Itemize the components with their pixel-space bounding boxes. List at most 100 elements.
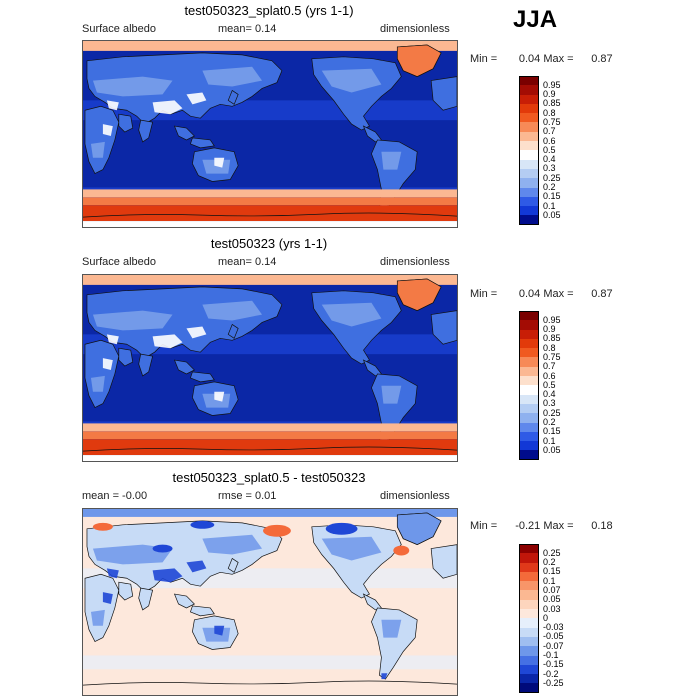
land-mass bbox=[430, 310, 457, 345]
colorbar-segment: 0.15 bbox=[519, 187, 561, 201]
panel-3-colorbar: 0.25 0.2 0.15 0.1 0.07 0.05 0.03 0 -0.03 -0.05 -0.… bbox=[519, 544, 564, 693]
colorbar-tick-label: -0.15 bbox=[543, 659, 564, 670]
map-canvas bbox=[83, 275, 457, 461]
colorbar-segment bbox=[519, 215, 561, 225]
negative-anomaly bbox=[325, 522, 358, 535]
snow-patch bbox=[102, 124, 113, 136]
snow-patch bbox=[152, 568, 183, 583]
panel-2-mean-label: mean= 0.14 bbox=[218, 256, 277, 268]
colorbar-tick-label: 0.03 bbox=[543, 603, 561, 614]
snow-patch bbox=[152, 100, 183, 115]
snow-patch bbox=[186, 92, 207, 105]
colorbar-segment: -0.05 bbox=[519, 627, 564, 641]
colorbar-tick-label: 0.1 bbox=[543, 575, 556, 586]
colorbar-tick-label: -0.1 bbox=[543, 650, 559, 660]
panel-3-map bbox=[82, 508, 458, 696]
colorbar-tick-label: 0.9 bbox=[543, 324, 556, 335]
colorbar-segment: -0.15 bbox=[519, 655, 564, 669]
panel-1-colorbar: 0.95 0.9 0.85 0.8 0.75 0.7 0.6 0.5 0.4 0.3 0.25 0.2… bbox=[519, 76, 561, 225]
land-shade bbox=[202, 159, 231, 174]
arctic-band bbox=[83, 509, 457, 517]
colorbar-segment: 0.7 bbox=[519, 357, 561, 371]
sea-ice bbox=[83, 197, 457, 206]
panel-3-max-label: Max = bbox=[543, 520, 574, 532]
colorbar-tick-label: 0.7 bbox=[543, 361, 556, 372]
colorbar-segment: 0.95 bbox=[519, 76, 561, 89]
land-mass bbox=[118, 113, 134, 133]
antarctica-ice bbox=[83, 439, 457, 456]
land-shade bbox=[381, 619, 402, 638]
antarctica-ice bbox=[83, 205, 457, 222]
map-canvas bbox=[83, 41, 457, 227]
colorbar-tick-label: 0.25 bbox=[543, 407, 561, 418]
antarctic-coastline bbox=[83, 680, 457, 686]
colorbar-segment: 0.75 bbox=[519, 113, 561, 126]
land-mass bbox=[138, 587, 154, 611]
land-mass bbox=[138, 119, 154, 143]
panel-2-stats: Min = 0.04 Max = 0.87 bbox=[470, 288, 613, 300]
land-shade bbox=[381, 385, 402, 404]
panel-1-min-label: Min = bbox=[470, 53, 498, 65]
panel-2-max-label: Max = bbox=[543, 288, 574, 300]
panel-1-map bbox=[82, 40, 458, 228]
panel-3-rmse-label: rmse = 0.01 bbox=[218, 490, 277, 502]
colorbar-tick-label: 0.3 bbox=[543, 163, 556, 174]
snow-patch bbox=[106, 568, 119, 579]
panel-1-mean-label: mean= 0.14 bbox=[218, 23, 277, 35]
panel-1-max-label: Max = bbox=[543, 53, 574, 65]
colorbar-segment: 0.15 bbox=[519, 422, 561, 436]
sea-ice-edge bbox=[83, 423, 457, 432]
land-shade bbox=[90, 141, 105, 158]
colorbar-segment: 0.3 bbox=[519, 394, 561, 408]
panel-1-max-value: 0.87 bbox=[591, 53, 613, 65]
greenland-ice bbox=[396, 512, 442, 545]
colorbar-tick-label: 0.25 bbox=[543, 172, 561, 183]
colorbar-segment: -0.1 bbox=[519, 646, 564, 660]
panel-3-max-value: 0.18 bbox=[591, 520, 613, 532]
land-mass bbox=[189, 605, 215, 617]
ocean-band bbox=[83, 655, 457, 670]
colorbar-tick-label: 0.1 bbox=[543, 435, 556, 446]
snow-patch bbox=[214, 157, 225, 168]
colorbar-segment: 0.8 bbox=[519, 338, 561, 352]
colorbar-segment: 0.9 bbox=[519, 320, 561, 334]
colorbar-segment: 0.1 bbox=[519, 431, 561, 445]
land-mass bbox=[430, 544, 457, 579]
land-mass bbox=[227, 89, 239, 105]
colorbar-tick-label: 0.85 bbox=[543, 333, 561, 344]
colorbar-tick-label: 0.6 bbox=[543, 370, 556, 381]
colorbar-segment: 0.5 bbox=[519, 141, 561, 154]
colorbar-tick-label: 0.07 bbox=[543, 584, 561, 595]
colorbar-tick-label: 0 bbox=[543, 612, 549, 623]
panel-2-min-value: 0.04 bbox=[518, 288, 541, 300]
panel-2-max-value: 0.87 bbox=[591, 288, 613, 300]
colorbar-segment: 0.05 bbox=[519, 590, 564, 604]
colorbar-tick-label: 0.6 bbox=[543, 135, 556, 146]
colorbar-segment bbox=[519, 450, 561, 460]
land-mass bbox=[227, 557, 239, 573]
snow-patch bbox=[381, 673, 388, 680]
land-shade bbox=[202, 393, 231, 408]
colorbar-segment: 0.2 bbox=[519, 553, 564, 567]
colorbar-tick-label: 0.8 bbox=[543, 107, 556, 118]
colorbar-segment: 0.1 bbox=[519, 196, 561, 210]
colorbar-segment: 0.25 bbox=[519, 403, 561, 417]
greenland-ice bbox=[396, 278, 442, 311]
colorbar-tick-label: 0.4 bbox=[543, 154, 556, 165]
colorbar-segment: -0.2 bbox=[519, 664, 564, 678]
colorbar-tick-label: -0.25 bbox=[543, 677, 564, 688]
land-shade bbox=[202, 534, 263, 555]
colorbar-segment: 0 bbox=[519, 609, 564, 622]
land-shade bbox=[202, 300, 263, 321]
colorbar-segment: 0.07 bbox=[519, 581, 564, 594]
land-mass bbox=[430, 76, 457, 111]
colorbar-segment: 0.15 bbox=[519, 562, 564, 576]
panel-2-title: test050323 (yrs 1-1) bbox=[210, 236, 328, 251]
arctic-band bbox=[83, 275, 457, 285]
greenland-ice bbox=[396, 44, 442, 77]
colorbar-tick-label: 0.5 bbox=[543, 379, 556, 390]
colorbar-segment: 0.7 bbox=[519, 122, 561, 136]
colorbar-tick-label: 0.4 bbox=[543, 389, 556, 400]
colorbar-segment: 0.1 bbox=[519, 571, 564, 585]
colorbar-tick-label: -0.2 bbox=[543, 668, 559, 679]
